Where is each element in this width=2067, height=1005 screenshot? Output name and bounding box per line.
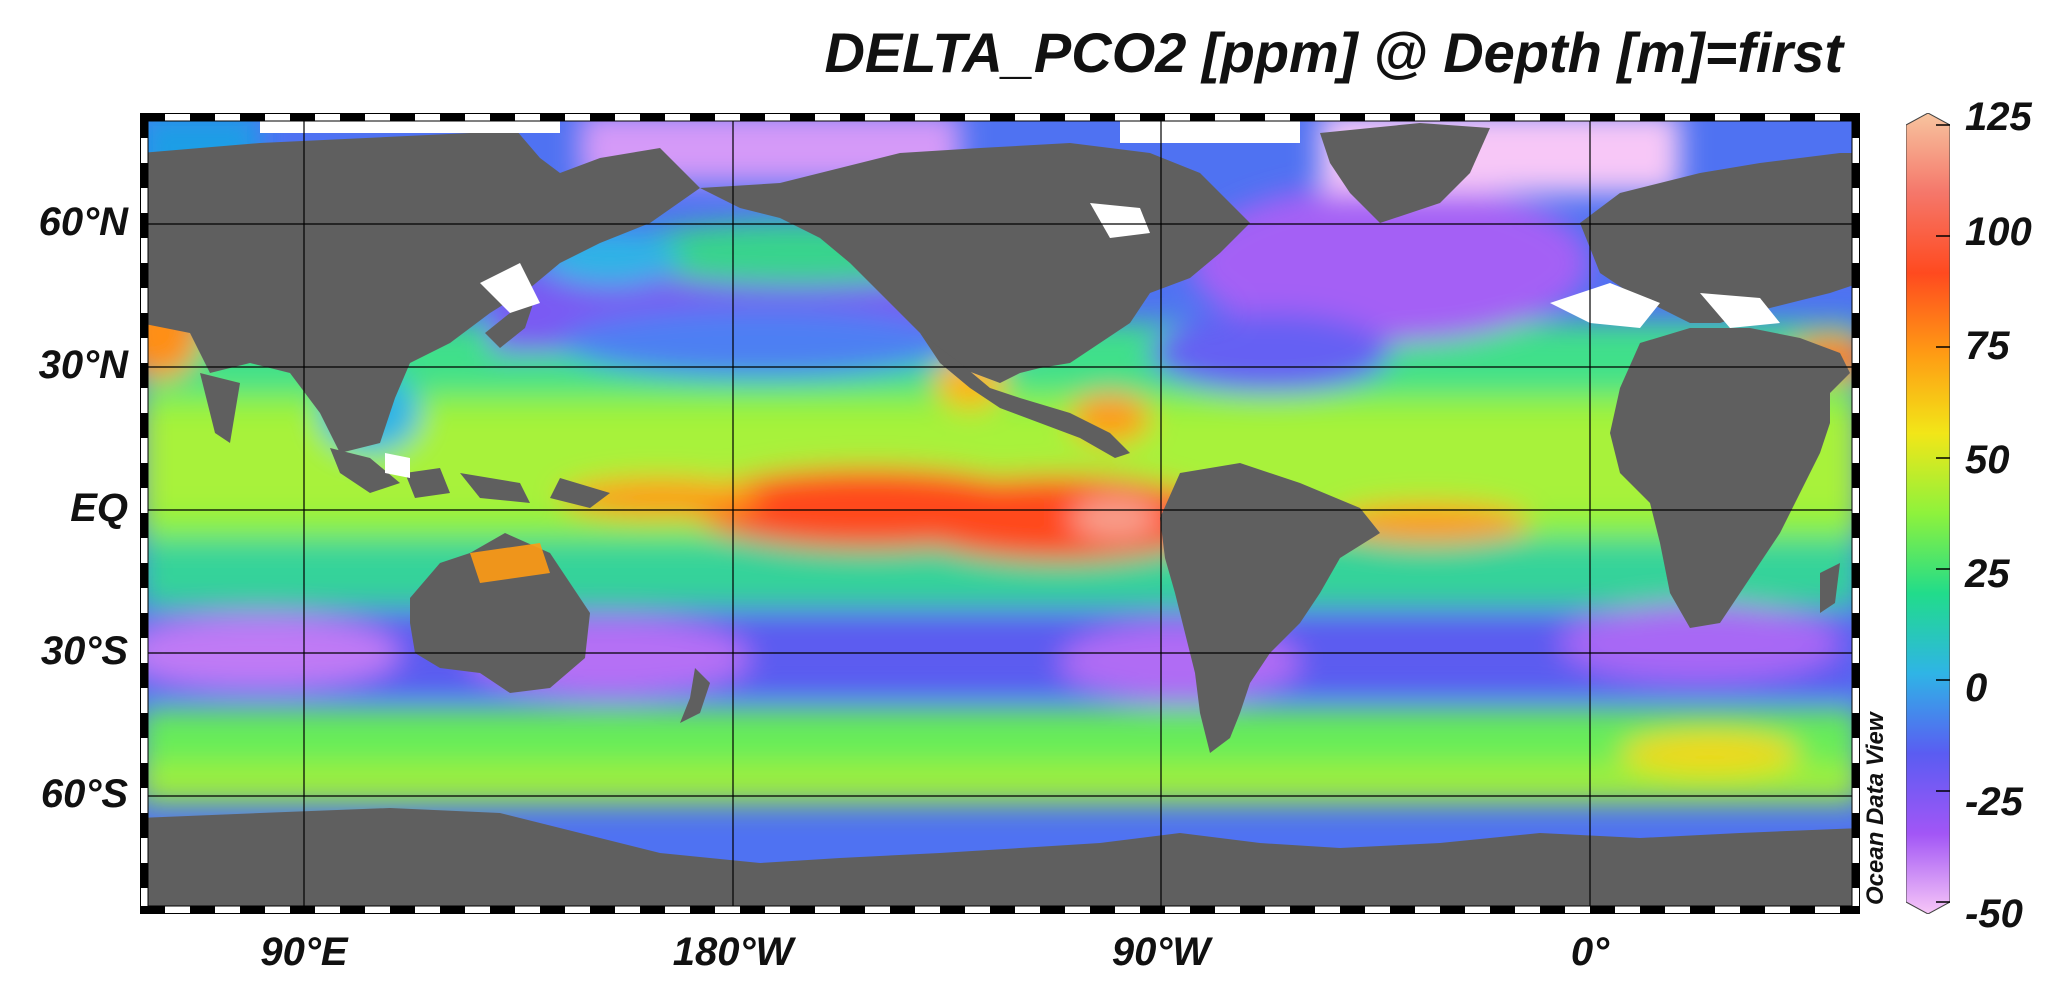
no-data — [260, 121, 1780, 478]
colorbar-tick-0: 0 — [1965, 666, 1988, 710]
lon-label-90w: 90°W — [1111, 930, 1211, 974]
ocean-map — [140, 113, 1860, 914]
land — [148, 123, 1852, 906]
lat-label-30n: 30°N — [38, 343, 128, 387]
colorbar-tick-75: 75 — [1965, 324, 2010, 368]
graticule — [148, 121, 1852, 906]
lat-label-60s: 60°S — [40, 772, 128, 816]
map-border — [140, 113, 1860, 914]
lon-label-0: 0° — [1570, 930, 1610, 974]
lat-label-eq: EQ — [70, 486, 128, 530]
lon-label-180w: 180°W — [672, 930, 794, 974]
colorbar-tick-100: 100 — [1965, 210, 2032, 254]
map-title: DELTA_PCO2 [ppm] @ Depth [m]=first — [824, 21, 1843, 84]
lat-label-60n: 60°N — [38, 200, 128, 244]
lat-label-30s: 30°S — [40, 629, 128, 673]
colorbar-tick-neg25: -25 — [1965, 780, 2023, 824]
colorbar-tick-125: 125 — [1965, 95, 2032, 139]
colorbar-tick-50: 50 — [1965, 438, 2010, 482]
ocean-data-view-label: Ocean Data View — [1862, 712, 1889, 905]
colorbar — [1906, 113, 1950, 914]
colorbar-tick-25: 25 — [1965, 552, 2010, 596]
colorbar-tick-neg50: -50 — [1965, 892, 2023, 936]
lon-label-90e: 90°E — [260, 930, 348, 974]
